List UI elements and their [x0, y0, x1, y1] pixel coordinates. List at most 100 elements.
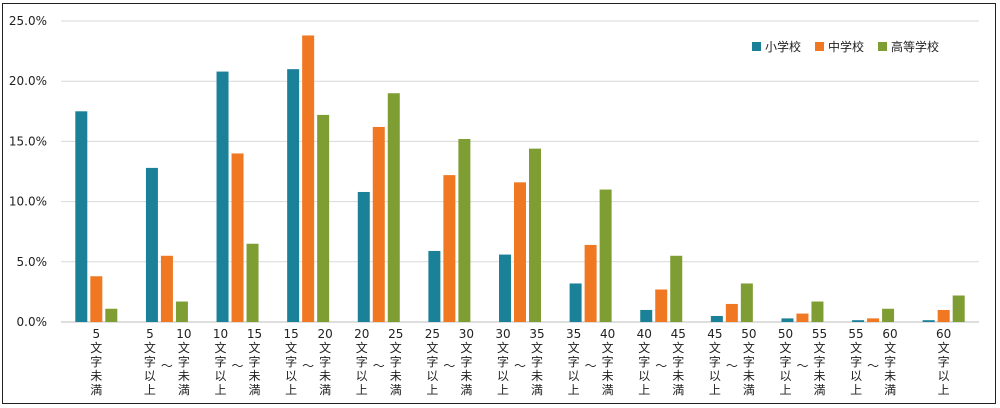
x-label-wave: ～ — [373, 359, 385, 373]
bar-1-12 — [852, 320, 865, 322]
x-label-number: 25 — [425, 327, 440, 341]
bar-1-4 — [287, 69, 300, 322]
y-tick-label: 5.0% — [17, 255, 48, 269]
bar-3-2 — [175, 301, 188, 322]
x-label-text: 文字以上 — [356, 340, 368, 397]
x-label-wave: ～ — [232, 359, 244, 373]
bar-3-6 — [458, 138, 471, 322]
bar-1-10 — [710, 315, 723, 322]
x-axis-labels: 5文字未満5文字以上～10文字未満10文字以上～15文字未満15文字以上～20文… — [90, 327, 951, 397]
legend: 小学校 中学校 高等学校 — [752, 39, 939, 54]
bar-3-5 — [387, 93, 400, 323]
bar-3-10 — [740, 283, 753, 322]
x-label-wave: ～ — [443, 359, 455, 373]
bar-1-8 — [569, 283, 582, 322]
bar-3-3 — [246, 243, 259, 322]
bar-2-7 — [514, 182, 526, 322]
x-label-number: 15 — [247, 327, 262, 341]
x-label-text: 文字以上 — [497, 340, 509, 397]
x-label-number: 55 — [812, 327, 827, 341]
x-label-text: 文字未満 — [319, 340, 331, 397]
bar-3-9 — [670, 255, 683, 322]
bar-3-7 — [529, 148, 541, 322]
bar-2-3 — [231, 153, 244, 322]
legend-label: 中学校 — [828, 39, 864, 54]
x-label-text: 文字以上 — [938, 340, 950, 397]
x-label-text: 文字以上 — [426, 340, 438, 397]
x-label-text: 文字以上 — [709, 340, 721, 397]
y-tick-label: 15.0% — [9, 134, 47, 148]
bar-3-4 — [317, 114, 330, 322]
x-label-number: 10 — [176, 327, 191, 341]
x-label-text: 文字未満 — [178, 340, 190, 397]
chart-frame: 0.0% 5.0% 10.0% 15.0% 20.0% 25.0% 5 文字未満 5 文字以上～… — [2, 3, 996, 404]
x-label-text: 文字以上 — [850, 340, 862, 397]
x-label-number: 50 — [741, 327, 756, 341]
x-label-number: 25 — [388, 327, 403, 341]
x-label-text: 文字未満 — [743, 340, 755, 397]
bar-1-5 — [357, 191, 370, 322]
bar-1-3 — [216, 71, 229, 323]
bar-1-6 — [428, 250, 441, 322]
x-label-text: 文字以上 — [568, 340, 580, 397]
bar-1-13 — [922, 320, 935, 322]
bar-2-2 — [160, 255, 173, 322]
bar-2-11 — [796, 313, 809, 322]
x-label-number: 55 — [848, 327, 863, 341]
legend-swatch — [752, 42, 761, 51]
bar-3-11 — [811, 301, 824, 322]
x-label-number: 30 — [459, 327, 474, 341]
x-label-number: 20 — [318, 327, 333, 341]
y-axis-ticks: 0.0% 5.0% 10.0% 15.0% 20.0% 25.0% — [9, 14, 47, 329]
x-label-text: 文字未満 — [813, 340, 825, 397]
bar-3-1 — [105, 308, 118, 322]
bar-3-13 — [952, 295, 965, 322]
bar-3-8 — [599, 189, 612, 322]
x-label-number: 40 — [600, 327, 615, 341]
bar-1-7 — [499, 254, 511, 322]
bar-chart: 0.0%5.0%10.0%15.0%20.0%25.0% 5文字未満5文字以上～… — [9, 14, 979, 397]
x-label-text: 文字未満 — [884, 340, 896, 397]
x-label-number: 45 — [671, 327, 686, 341]
legend-label: 高等学校 — [891, 39, 939, 54]
x-label-wave: ～ — [796, 359, 808, 373]
bar-2-5 — [372, 126, 385, 323]
x-label-text: 文字未満 — [672, 340, 684, 397]
x-label-number: 40 — [637, 327, 652, 341]
y-tick-label: 10.0% — [9, 195, 47, 209]
x-label-number: 10 — [213, 327, 228, 341]
bar-3-12 — [882, 308, 895, 322]
bar-2-8 — [584, 244, 597, 322]
x-label-wave: ～ — [302, 359, 314, 373]
bar-1-9 — [640, 309, 653, 322]
x-label-number: 45 — [707, 327, 722, 341]
x-label-number: 35 — [529, 327, 544, 341]
legend-swatch — [815, 42, 824, 51]
bar-2-10 — [725, 303, 738, 322]
x-label-number: 20 — [354, 327, 369, 341]
bar-2-13 — [937, 309, 950, 322]
legend-label: 小学校 — [765, 39, 801, 54]
x-label-wave: ～ — [726, 359, 738, 373]
bar-2-12 — [867, 318, 880, 322]
y-tick-label: 20.0% — [9, 74, 47, 88]
y-tick-label: 25.0% — [9, 14, 47, 28]
x-label-text: 文字未満 — [460, 340, 472, 397]
bar-2-4 — [302, 35, 315, 322]
bar-1-2 — [145, 167, 158, 322]
x-label-text: 文字以上 — [144, 340, 156, 397]
x-label-number: 5 — [146, 327, 154, 341]
x-label-wave: ～ — [161, 359, 173, 373]
x-label-number: 50 — [778, 327, 793, 341]
x-label-text: 文字以上 — [215, 340, 227, 397]
x-label-wave: ～ — [514, 359, 526, 373]
bar-1-11 — [781, 318, 794, 322]
x-label-text: 文字未満 — [90, 340, 102, 397]
legend-swatch — [878, 42, 887, 51]
x-label-number: 35 — [566, 327, 581, 341]
bar-2-6 — [443, 175, 456, 322]
x-label-text: 文字未満 — [531, 340, 543, 397]
x-label-wave: ～ — [867, 359, 879, 373]
x-label-wave: ～ — [655, 359, 667, 373]
y-tick-label: 0.0% — [17, 315, 48, 329]
